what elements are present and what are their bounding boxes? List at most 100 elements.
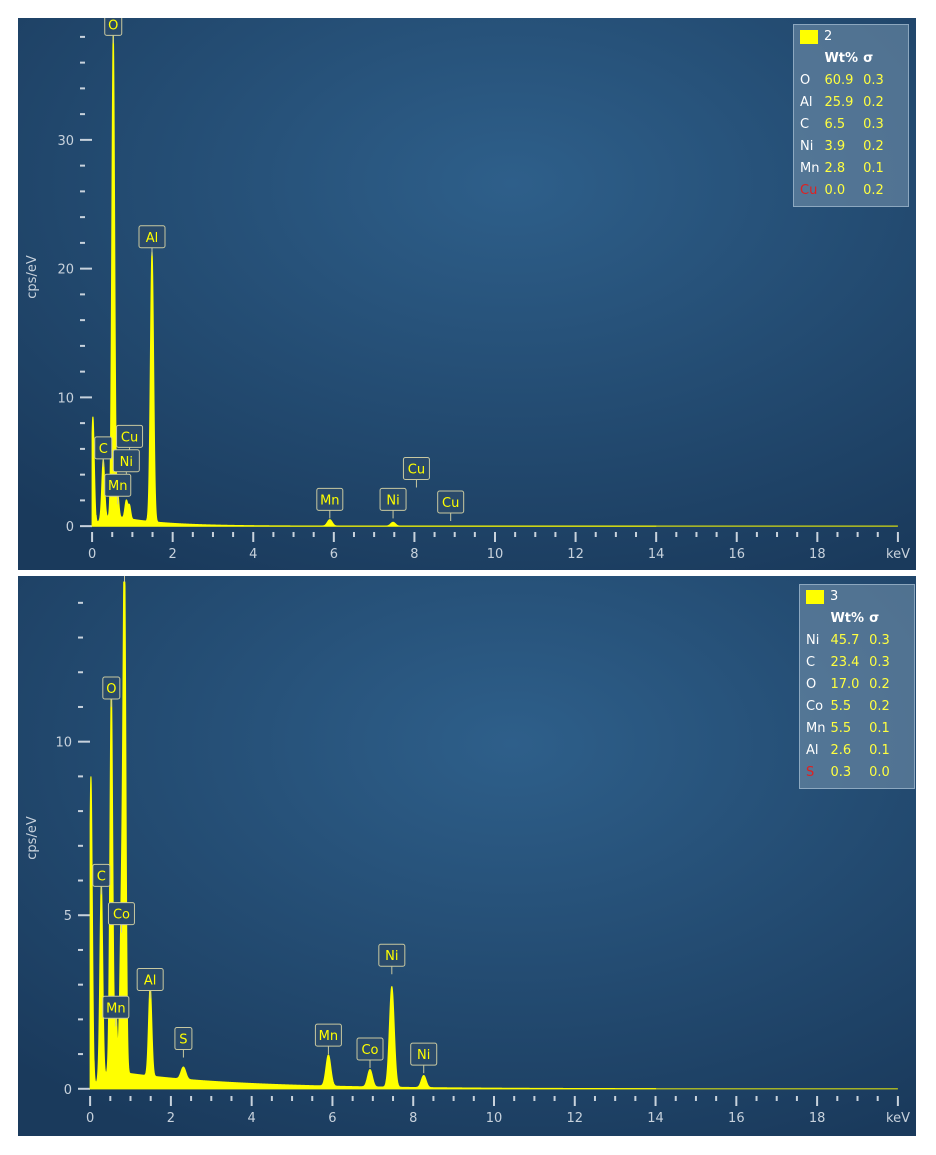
weight-percent: 2.6 (830, 743, 852, 758)
svg-text:S: S (179, 1033, 187, 1048)
peak-label-al: Al (138, 225, 166, 256)
weight-percent: 0.3 (830, 765, 852, 780)
sigma-value: 0.3 (869, 633, 890, 648)
x-tick-label: 0 (86, 1111, 94, 1126)
element-symbol: C (806, 655, 816, 670)
svg-text:O: O (106, 682, 116, 697)
element-symbol: Ni (806, 633, 820, 648)
element-symbol: Co (806, 699, 824, 714)
x-tick-label: 2 (169, 547, 177, 562)
element-symbol: Al (806, 743, 819, 758)
sigma-value: 0.2 (863, 139, 884, 154)
legend-swatch (800, 29, 818, 44)
composition-row: Co 5.5 0.2 (806, 696, 895, 718)
element-symbol: Mn (806, 721, 826, 736)
sigma-value: 0.3 (869, 655, 890, 670)
element-symbol: Mn (800, 161, 820, 176)
sigma-value: 0.1 (869, 721, 890, 736)
weight-percent: 0.0 (824, 183, 846, 198)
weight-percent: 25.9 (824, 95, 854, 110)
peak-label-ni: Ni (123, 576, 125, 582)
weight-percent: 17.0 (830, 677, 860, 692)
sigma-value: 0.2 (869, 699, 890, 714)
element-symbol: O (800, 73, 811, 88)
svg-text:Cu: Cu (121, 430, 138, 445)
x-tick-label: 14 (648, 547, 665, 562)
y-tick-label: 0 (64, 1083, 72, 1098)
legend-panel-1: 2 Wt% σ O 60.9 0.3 Al 25.9 0.2 C 6.5 0.3 Ni 3.9 0.2… (793, 24, 909, 207)
x-tick-label: 10 (487, 547, 504, 562)
x-tick-label: 16 (728, 547, 745, 562)
svg-text:Al: Al (144, 974, 157, 989)
svg-text:Mn: Mn (320, 493, 339, 508)
legend-swatch (806, 589, 824, 604)
x-tick-label: 12 (567, 547, 584, 562)
x-axis-label: keV (886, 547, 910, 562)
peak-label-c: C (94, 436, 113, 467)
composition-row: S 0.3 0.0 (806, 762, 895, 784)
header-sigma: σ (863, 51, 874, 66)
x-tick-label: 12 (567, 1111, 584, 1126)
peak-label-o: O (104, 18, 123, 44)
x-tick-label: 4 (249, 547, 257, 562)
composition-row: Cu 0.0 0.2 (800, 180, 889, 202)
peak-label-co: Co (107, 902, 135, 933)
svg-text:C: C (97, 869, 106, 884)
sigma-value: 0.3 (863, 73, 884, 88)
svg-text:Co: Co (361, 1043, 378, 1058)
y-tick-label: 5 (64, 909, 72, 924)
x-tick-label: 18 (809, 1111, 826, 1126)
sigma-value: 0.2 (863, 183, 884, 198)
x-tick-label: 2 (167, 1111, 175, 1126)
weight-percent: 45.7 (830, 633, 860, 648)
composition-row: C 23.4 0.3 (806, 652, 895, 674)
header-sigma: σ (869, 611, 880, 626)
peak-label-o: O (102, 676, 121, 707)
composition-row: Mn 5.5 0.1 (806, 718, 895, 740)
x-tick-label: 8 (409, 1111, 417, 1126)
composition-row: Al 2.6 0.1 (806, 740, 895, 762)
y-tick-label: 20 (57, 263, 74, 278)
peak-label-ni: Ni (410, 1042, 438, 1074)
peak-label-ni: Ni (378, 943, 406, 975)
y-axis-label: cps/eV (25, 816, 40, 860)
sigma-value: 0.0 (869, 765, 890, 780)
plot-background (18, 18, 916, 570)
svg-text:Mn: Mn (108, 479, 127, 494)
y-tick-label: 30 (57, 134, 74, 149)
composition-table: Wt% σ Ni 45.7 0.3 C 23.4 0.3 O 17.0 0.2 Co 5.5 0.2 M… (806, 608, 895, 784)
element-symbol: S (806, 765, 815, 780)
composition-row: Ni 45.7 0.3 (806, 630, 895, 652)
svg-text:Al: Al (146, 231, 159, 246)
x-tick-label: 6 (330, 547, 338, 562)
x-tick-label: 18 (809, 547, 826, 562)
legend-series-name: 2 (824, 29, 833, 44)
element-symbol: Ni (800, 139, 814, 154)
element-symbol: Al (800, 95, 813, 110)
peak-label-mn: Mn (104, 473, 132, 505)
legend-panel-2: 3 Wt% σ Ni 45.7 0.3 C 23.4 0.3 O 17.0 0.2 Co 5.5 0.… (799, 584, 915, 789)
sigma-value: 0.2 (869, 677, 890, 692)
peak-label-cu: Cu (402, 457, 430, 488)
composition-row: Mn 2.8 0.1 (800, 158, 889, 180)
x-tick-label: 0 (88, 547, 96, 562)
weight-percent: 60.9 (824, 73, 854, 88)
weight-percent: 5.5 (830, 699, 852, 714)
spectrum-panel-1: 0 10 20 30 0 2 4 6 8 10 12 14 16 18 keV cps/eV O Al C Cu Ni M… (18, 18, 916, 570)
peak-label-mn: Mn (316, 487, 344, 519)
composition-row: O 17.0 0.2 (806, 674, 895, 696)
element-symbol: Cu (800, 183, 818, 198)
x-axis-label: keV (886, 1111, 910, 1126)
element-symbol: C (800, 117, 810, 132)
svg-text:Ni: Ni (386, 493, 399, 508)
header-wt: Wt% (824, 51, 859, 66)
spectrum-panel-2: 0510024681012141618keVcps/eVNiOCCoAlMnSM… (18, 576, 916, 1136)
svg-text:Cu: Cu (408, 463, 425, 478)
x-tick-label: 14 (647, 1111, 664, 1126)
peak-label-co: Co (356, 1037, 384, 1068)
peak-label-mn: Mn (314, 1023, 342, 1055)
spectrum-chart-2: 0510024681012141618keVcps/eVNiOCCoAlMnSM… (18, 576, 916, 1136)
sigma-value: 0.1 (869, 743, 890, 758)
x-tick-label: 6 (328, 1111, 336, 1126)
composition-row: C 6.5 0.3 (800, 114, 889, 136)
